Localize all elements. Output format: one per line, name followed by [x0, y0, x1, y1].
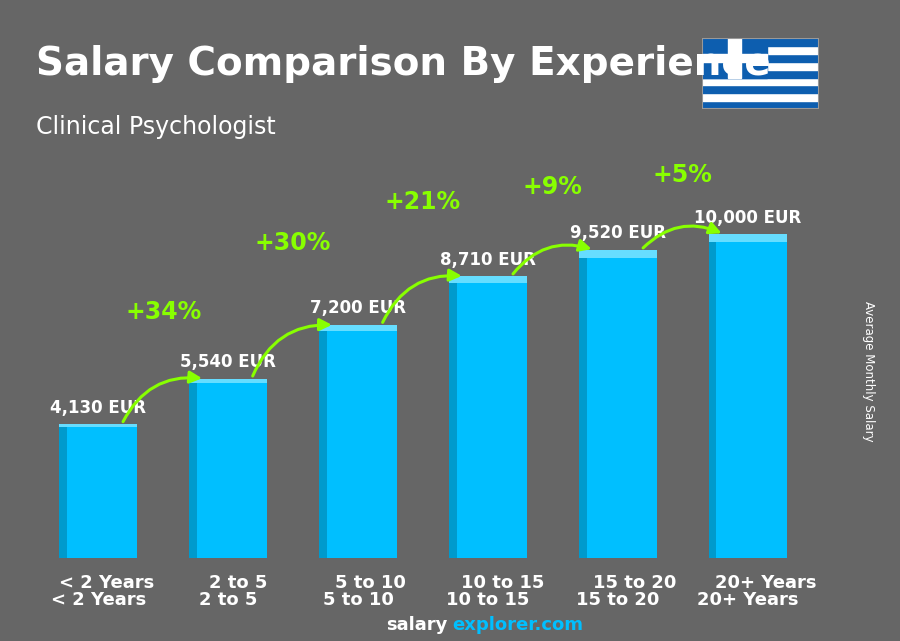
Bar: [320, 325, 327, 558]
Bar: [449, 276, 526, 283]
Bar: [702, 101, 819, 109]
Bar: [708, 235, 787, 558]
Text: 4,130 EUR: 4,130 EUR: [50, 399, 147, 417]
Bar: [579, 250, 587, 558]
Text: < 2 Years: < 2 Years: [58, 574, 154, 592]
Bar: [189, 379, 267, 558]
Bar: [189, 379, 267, 383]
Text: +9%: +9%: [523, 175, 583, 199]
Bar: [59, 424, 138, 558]
Text: salary: salary: [386, 616, 447, 634]
Bar: [702, 78, 819, 85]
Text: 5 to 10: 5 to 10: [335, 574, 406, 592]
Text: 20+ Years: 20+ Years: [716, 574, 817, 592]
Bar: [702, 38, 819, 46]
Bar: [702, 85, 819, 94]
Text: 5,540 EUR: 5,540 EUR: [180, 353, 276, 371]
Text: 2 to 5: 2 to 5: [199, 591, 257, 609]
Text: +30%: +30%: [255, 231, 331, 255]
Text: 10 to 15: 10 to 15: [446, 591, 529, 609]
Text: +5%: +5%: [652, 163, 713, 187]
Bar: [702, 54, 819, 62]
Text: 7,200 EUR: 7,200 EUR: [310, 299, 406, 317]
Text: 10,000 EUR: 10,000 EUR: [694, 209, 801, 227]
Bar: [702, 94, 819, 101]
Bar: [449, 276, 526, 558]
FancyArrowPatch shape: [513, 240, 589, 274]
Bar: [59, 424, 68, 558]
Text: +21%: +21%: [385, 190, 461, 213]
Text: 20+ Years: 20+ Years: [697, 591, 798, 609]
Bar: [708, 235, 787, 242]
Bar: [59, 424, 138, 428]
Text: Clinical Psychologist: Clinical Psychologist: [36, 115, 275, 139]
Text: +34%: +34%: [125, 299, 202, 324]
Bar: [320, 325, 397, 331]
Text: 5 to 10: 5 to 10: [322, 591, 393, 609]
Bar: [702, 70, 819, 78]
Bar: [449, 276, 457, 558]
Text: 15 to 20: 15 to 20: [576, 591, 660, 609]
Bar: [708, 235, 716, 558]
Bar: [702, 46, 819, 54]
Text: < 2 Years: < 2 Years: [50, 591, 146, 609]
Bar: [702, 62, 819, 70]
FancyArrowPatch shape: [644, 224, 718, 248]
Text: 10 to 15: 10 to 15: [461, 574, 544, 592]
Text: 8,710 EUR: 8,710 EUR: [440, 251, 536, 269]
Text: Average Monthly Salary: Average Monthly Salary: [862, 301, 875, 442]
Text: 9,520 EUR: 9,520 EUR: [570, 224, 666, 242]
Bar: [702, 38, 767, 78]
Bar: [702, 54, 767, 62]
Bar: [320, 325, 397, 558]
Text: Salary Comparison By Experience: Salary Comparison By Experience: [36, 45, 770, 83]
Text: explorer.com: explorer.com: [453, 616, 584, 634]
Bar: [579, 250, 657, 558]
Bar: [579, 250, 657, 258]
Bar: [728, 38, 741, 78]
FancyArrowPatch shape: [253, 320, 328, 376]
Text: 15 to 20: 15 to 20: [592, 574, 676, 592]
FancyArrowPatch shape: [123, 372, 199, 422]
FancyArrowPatch shape: [382, 270, 458, 322]
Text: 2 to 5: 2 to 5: [209, 574, 267, 592]
Bar: [189, 379, 197, 558]
